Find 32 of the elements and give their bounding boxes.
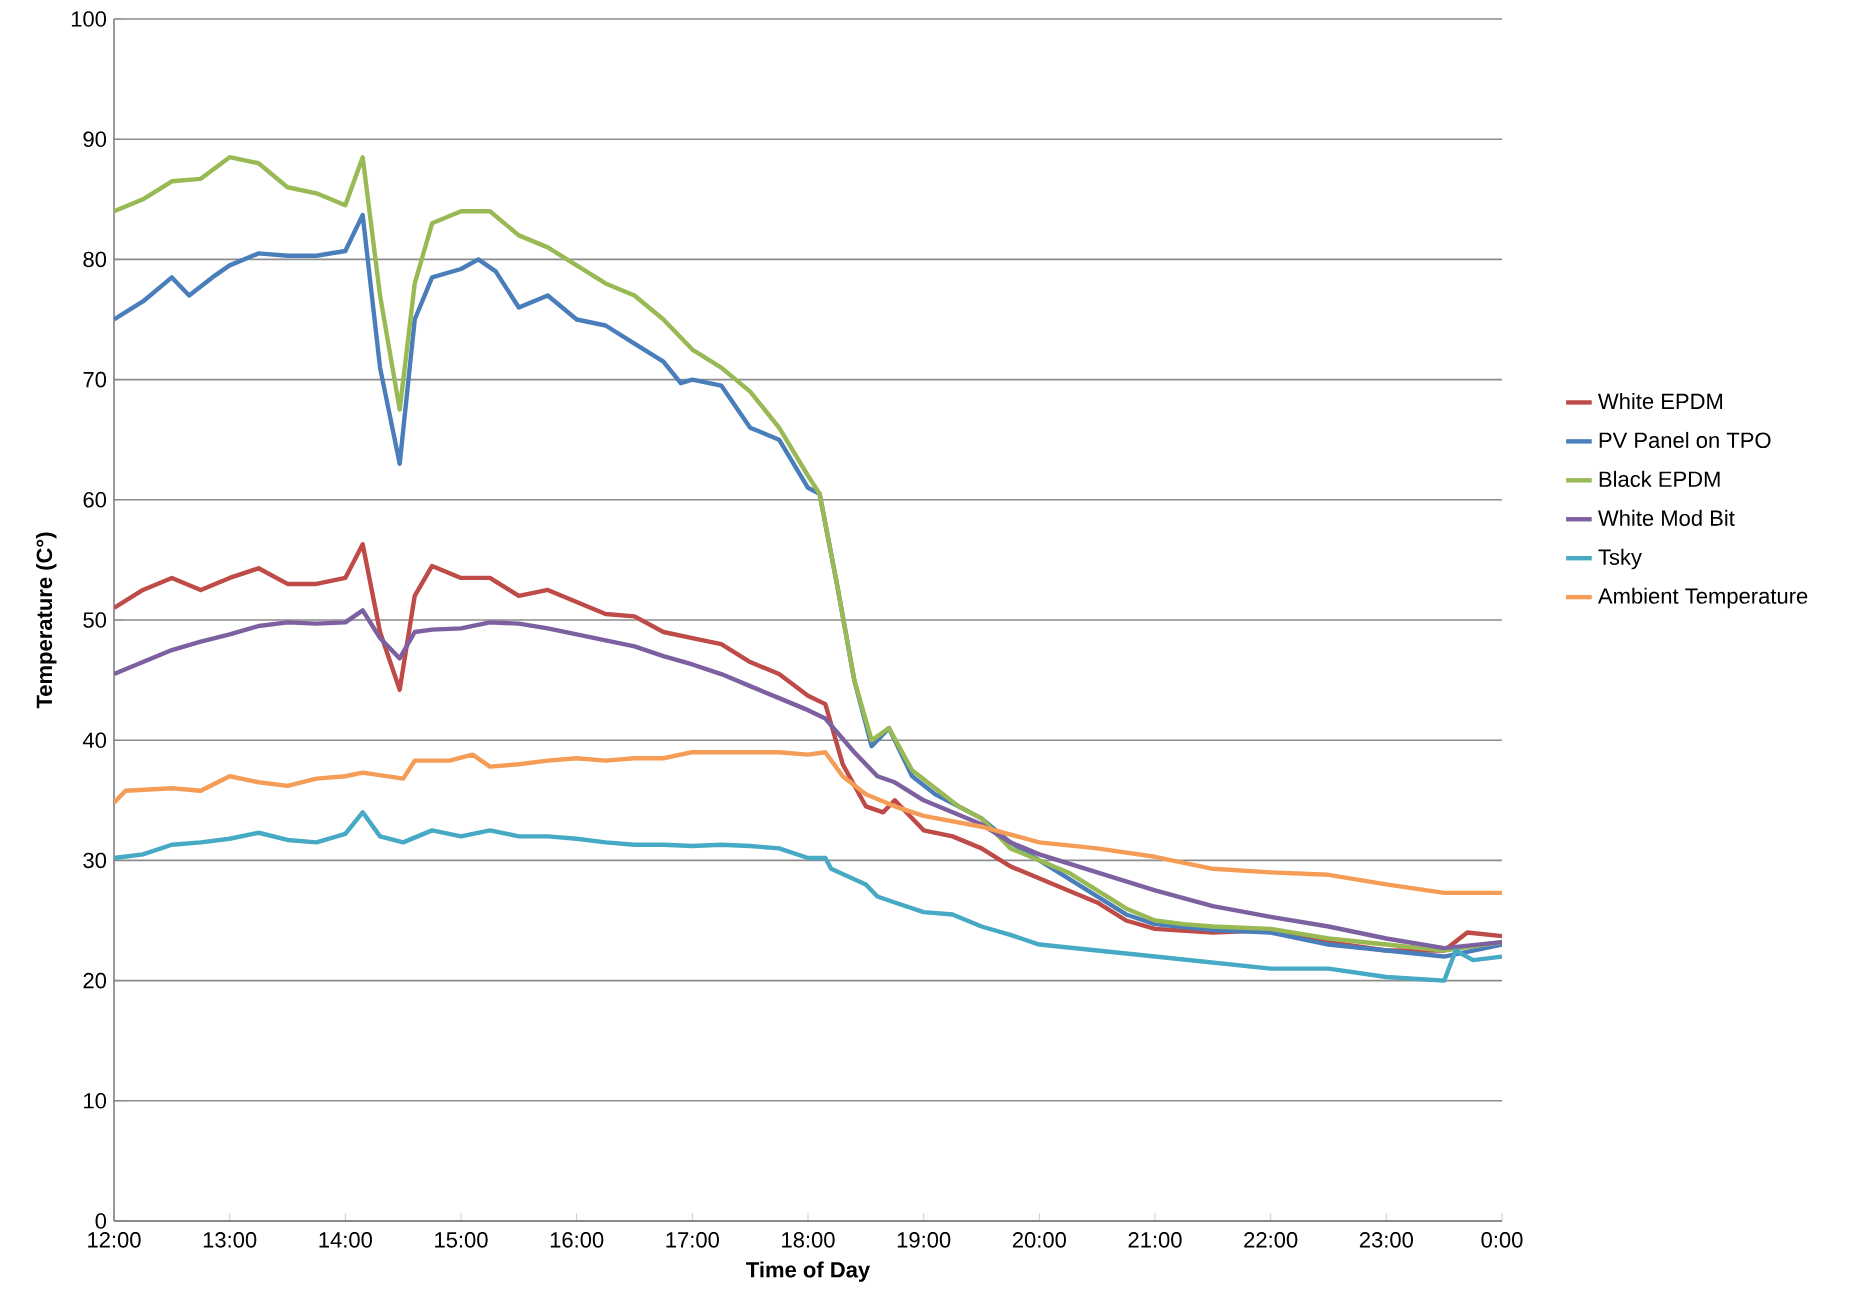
x-tick-label: 13:00 <box>203 1232 257 1248</box>
x-tick-label: 15:00 <box>435 1232 488 1248</box>
x-tick-label: 18:00 <box>782 1232 835 1248</box>
y-tick-label: 40 <box>82 732 107 748</box>
x-tick-label: 19:00 <box>897 1232 951 1248</box>
y-tick-label: 30 <box>83 852 107 869</box>
y-tick-label: 20 <box>83 972 107 989</box>
legend-label: Ambient Temperature <box>1597 587 1808 609</box>
x-tick-label: 12:00 <box>88 1232 141 1248</box>
x-tick-label: 22:00 <box>1244 1232 1298 1248</box>
legend-label: White Mod Bit <box>1598 509 1735 526</box>
x-tick-label: 14:00 <box>319 1232 372 1248</box>
y-tick-label: 80 <box>83 251 107 268</box>
legend-label: Black EPDM <box>1599 470 1720 488</box>
legend-label: PV Panel on TPO <box>1599 431 1771 449</box>
y-tick-label: 50 <box>83 612 107 628</box>
y-tick-label: 90 <box>83 131 107 147</box>
y-axis-title: Temperature (C°) <box>36 532 57 709</box>
legend-label: White EPDM <box>1598 392 1722 410</box>
y-tick-label: 100 <box>71 11 107 27</box>
x-tick-label: 0:00 <box>1481 1232 1523 1248</box>
x-tick-label: 21:00 <box>1128 1232 1182 1248</box>
legend-label: Tsky <box>1598 548 1642 570</box>
y-tick-label: 10 <box>84 1093 107 1109</box>
x-tick-label: 20:00 <box>1012 1232 1066 1248</box>
y-tick-label: 70 <box>83 371 107 388</box>
x-tick-label: 16:00 <box>550 1232 604 1248</box>
x-tick-label: 23:00 <box>1359 1232 1413 1248</box>
y-tick-label: 60 <box>83 492 107 508</box>
x-tick-label: 17:00 <box>666 1232 719 1248</box>
x-axis-title: Time of Day <box>746 1261 871 1282</box>
y-tick-label: 0 <box>95 1213 107 1229</box>
